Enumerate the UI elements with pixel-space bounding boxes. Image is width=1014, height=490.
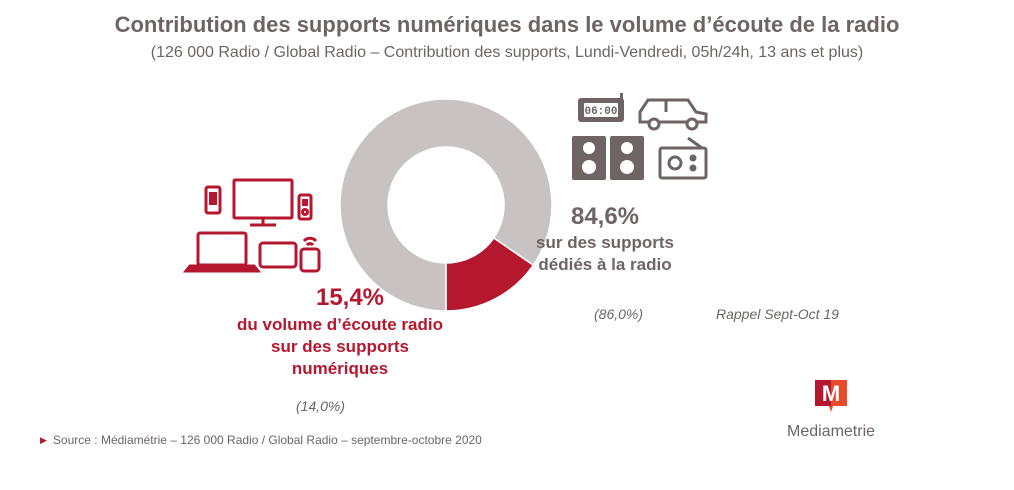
mediametrie-logo: M Mediametrie <box>770 376 892 441</box>
radio-share-description: sur des supports dédiés à la radio <box>505 232 705 276</box>
smartphone-icon <box>204 185 222 215</box>
radio-share-value: 84,6% <box>570 203 640 230</box>
radio-devices-icon-group: 06:00 <box>572 93 708 180</box>
radio-desc-line-1: sur des supports <box>536 233 674 252</box>
radio-previous-value: (86,0%) <box>594 306 644 322</box>
digital-share-value: 15,4% <box>315 284 385 311</box>
music-player-icon <box>297 193 313 221</box>
digital-desc-line-3: numériques <box>291 359 389 378</box>
logo-letter: M <box>822 381 840 406</box>
tablet-icon <box>258 241 298 269</box>
clock-radio-icon: 06:00 <box>578 93 624 122</box>
donut-slice-radio <box>339 98 553 312</box>
previous-period-label: Rappel Sept-Oct 19 <box>716 306 839 322</box>
digital-desc-line-1: du volume d’écoute radio <box>237 315 443 334</box>
radio-desc-line-2: dédiés à la radio <box>538 255 672 274</box>
source-text: Source : Médiamétrie – 126 000 Radio / G… <box>52 433 482 447</box>
chart-title: Contribution des supports numériques dan… <box>114 12 900 37</box>
monitor-icon <box>232 178 294 227</box>
digital-share-description: du volume d’écoute radio sur des support… <box>175 314 505 380</box>
radio-icon <box>658 136 708 180</box>
laptop-icon <box>182 231 262 273</box>
clock-radio-time: 06:00 <box>584 106 617 118</box>
digital-desc-line-2: sur des supports <box>271 337 409 356</box>
logo-name: Mediametrie <box>786 423 876 440</box>
bullet-triangle-icon: ▶ <box>40 435 47 445</box>
digital-devices-icon-group <box>182 178 321 273</box>
stereo-speakers-icon <box>572 136 644 180</box>
source-note: ▶ Source : Médiamétrie – 126 000 Radio / … <box>40 433 482 447</box>
digital-previous-value: (14,0%) <box>296 398 346 414</box>
chart-subtitle: (126 000 Radio / Global Radio – Contribu… <box>150 44 864 61</box>
smart-speaker-icon <box>299 236 321 273</box>
car-icon <box>638 98 708 131</box>
mediametrie-m-icon: M <box>815 380 847 412</box>
